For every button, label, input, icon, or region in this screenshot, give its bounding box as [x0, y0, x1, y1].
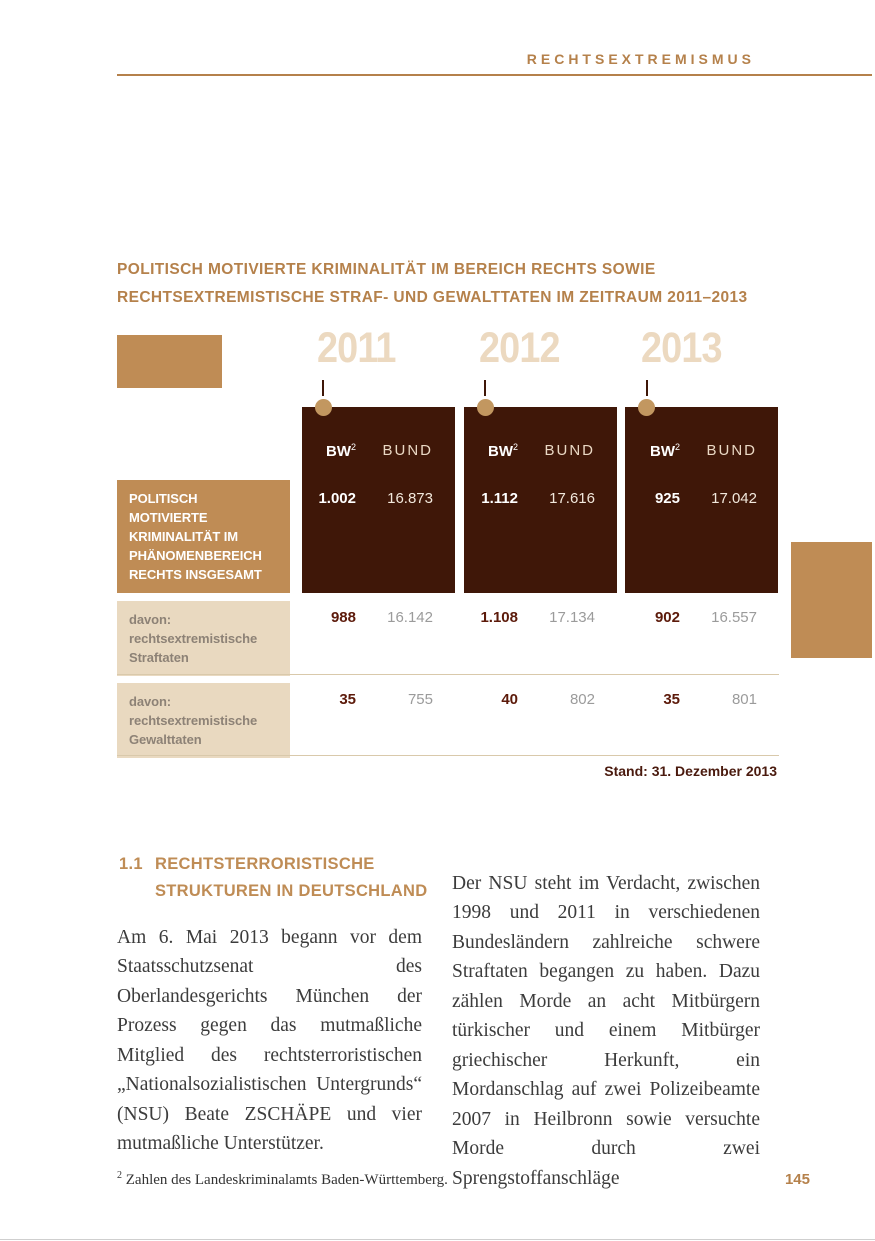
- table-row-gewalttaten: davon: rechtsextremistische Gewalttaten …: [117, 683, 779, 758]
- year-label-2012: 2012: [479, 324, 561, 372]
- column-header-bw: BW2: [325, 442, 356, 460]
- value-bund: 17.616: [549, 490, 595, 507]
- table-bottom-rule: [117, 755, 779, 756]
- section-heading: 1.1 RECHTSTERRORISTISCHE STRUKTUREN IN D…: [119, 851, 427, 905]
- data-panel-2012: [464, 399, 617, 593]
- value-bw: 1.002: [318, 490, 356, 507]
- value-bund: 17.042: [711, 490, 757, 507]
- column-header-bw: BW2: [649, 442, 680, 460]
- value-bw: 1.108: [480, 609, 518, 626]
- value-bw: 1.112: [481, 490, 518, 507]
- header-rule: [117, 74, 872, 76]
- year-label-2013: 2013: [641, 324, 723, 372]
- section-heading-text: RECHTSTERRORISTISCHE STRUKTUREN IN DEUTS…: [155, 855, 428, 900]
- timeline-dot: [315, 399, 332, 416]
- table-title: POLITISCH MOTIVIERTE KRIMINALITÄT IM BER…: [117, 256, 817, 312]
- row-label-cell: POLITISCH MOTIVIERTE KRIMINALITÄT IM PHÄ…: [117, 480, 290, 593]
- timeline-tick: [484, 380, 486, 396]
- corner-accent-rect: [117, 335, 222, 388]
- footnote-marker: 2: [117, 1170, 122, 1181]
- stand-note: Stand: 31. Dezember 2013: [604, 763, 777, 779]
- side-accent-rect: [791, 542, 872, 658]
- value-bw: 902: [654, 609, 680, 626]
- value-bw: 35: [339, 691, 356, 708]
- body-paragraph-left: Am 6. Mai 2013 begann vor dem Staatsschu…: [117, 926, 422, 1155]
- table-title-line2: RECHTSEXTREMISTISCHE STRAF- UND GEWALTTA…: [117, 289, 748, 306]
- column-header-bw: BW2: [487, 442, 518, 460]
- footnote-text: Zahlen des Landeskriminalamts Baden-Würt…: [122, 1172, 448, 1188]
- timeline-tick: [646, 380, 648, 396]
- column-header-bund: BUND: [544, 442, 595, 459]
- value-bw: 40: [501, 691, 518, 708]
- data-panel-2013: [625, 399, 778, 593]
- page-number: 145: [784, 1171, 810, 1188]
- value-bund: 16.142: [387, 609, 433, 626]
- body-paragraph-right: Der NSU steht im Verdacht, zwischen 1998…: [452, 872, 760, 1189]
- value-bw: 35: [663, 691, 680, 708]
- value-bund: 801: [731, 691, 757, 708]
- value-bw: 988: [330, 609, 356, 626]
- value-bund: 802: [569, 691, 595, 708]
- value-bund: 16.557: [711, 609, 757, 626]
- table-row-total: POLITISCH MOTIVIERTE KRIMINALITÄT IM PHÄ…: [117, 480, 779, 593]
- timeline-tick: [322, 380, 324, 396]
- value-bund: 17.134: [549, 609, 595, 626]
- column-header-bund: BUND: [706, 442, 757, 459]
- year-label-2011: 2011: [317, 324, 396, 372]
- table-title-line1: POLITISCH MOTIVIERTE KRIMINALITÄT IM BER…: [117, 261, 656, 278]
- value-bund: 755: [407, 691, 433, 708]
- page-kicker: RECHTSEXTREMISMUS: [526, 51, 755, 67]
- row-separator: [117, 674, 779, 675]
- footnote: 2 Zahlen des Landeskriminalamts Baden-Wü…: [117, 1170, 448, 1189]
- section-number: 1.1: [119, 855, 143, 873]
- data-panel-2011: [302, 399, 455, 593]
- timeline-dot: [638, 399, 655, 416]
- value-bw: 925: [654, 490, 680, 507]
- column-header-bund: BUND: [382, 442, 433, 459]
- value-bund: 16.873: [387, 490, 433, 507]
- row-label-cell: davon: rechtsextremistische Gewalttaten: [117, 683, 290, 758]
- table-row-straftaten: davon: rechtsextremistische Straftaten 9…: [117, 601, 779, 676]
- row-label-cell: davon: rechtsextremistische Straftaten: [117, 601, 290, 676]
- timeline-dot: [477, 399, 494, 416]
- column-header-row: BW2 BUND BW2 BUND BW2 BUND: [117, 437, 779, 467]
